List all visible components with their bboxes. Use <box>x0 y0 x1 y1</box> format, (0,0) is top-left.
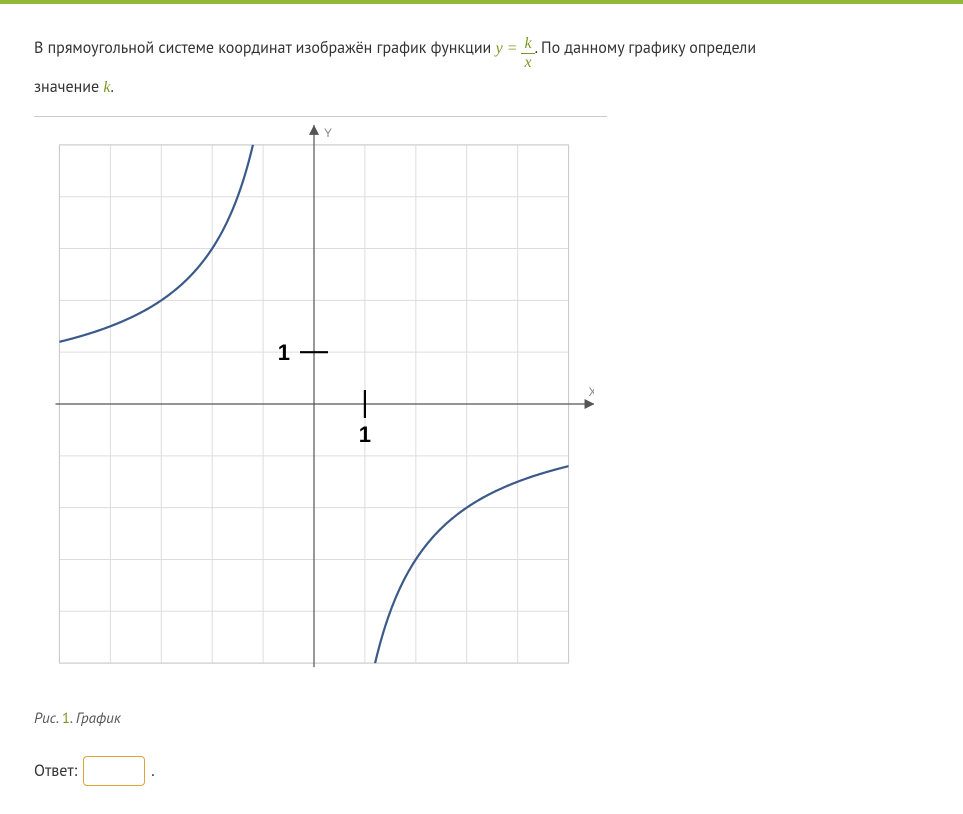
chart-container: X Y 1 1 <box>34 119 929 689</box>
caption-pre: Рис. <box>34 709 62 728</box>
problem-statement: В прямоугольной системе координат изобра… <box>34 32 929 104</box>
divider <box>34 116 607 117</box>
svg-text:1: 1 <box>278 340 290 365</box>
svg-text:X: X <box>589 385 594 399</box>
answer-input[interactable] <box>83 756 145 786</box>
figure-caption: Рис. 1. График <box>34 709 929 728</box>
caption-number: 1 <box>62 709 70 728</box>
caption-post: . График <box>70 709 121 728</box>
formula-num: k <box>521 36 534 54</box>
problem-k: k <box>103 79 110 96</box>
formula-fraction: kx <box>521 36 534 71</box>
problem-period: . <box>111 77 114 97</box>
answer-trail: . <box>151 761 154 781</box>
formula: y = kx <box>496 40 535 57</box>
svg-text:Y: Y <box>324 126 332 140</box>
problem-line2-prefix: значение <box>34 77 103 97</box>
hyperbola-chart: X Y 1 1 <box>34 119 594 689</box>
problem-middle: . По данному графику определи <box>535 38 756 58</box>
formula-den: x <box>521 54 534 71</box>
answer-label: Ответ: <box>34 761 77 781</box>
formula-eq: = <box>503 40 522 57</box>
svg-text:1: 1 <box>359 422 371 447</box>
formula-lhs: y <box>496 40 503 57</box>
problem-prefix: В прямоугольной системе координат изобра… <box>34 38 496 58</box>
content-area: В прямоугольной системе координат изобра… <box>0 4 963 814</box>
answer-row: Ответ: . <box>34 756 929 786</box>
